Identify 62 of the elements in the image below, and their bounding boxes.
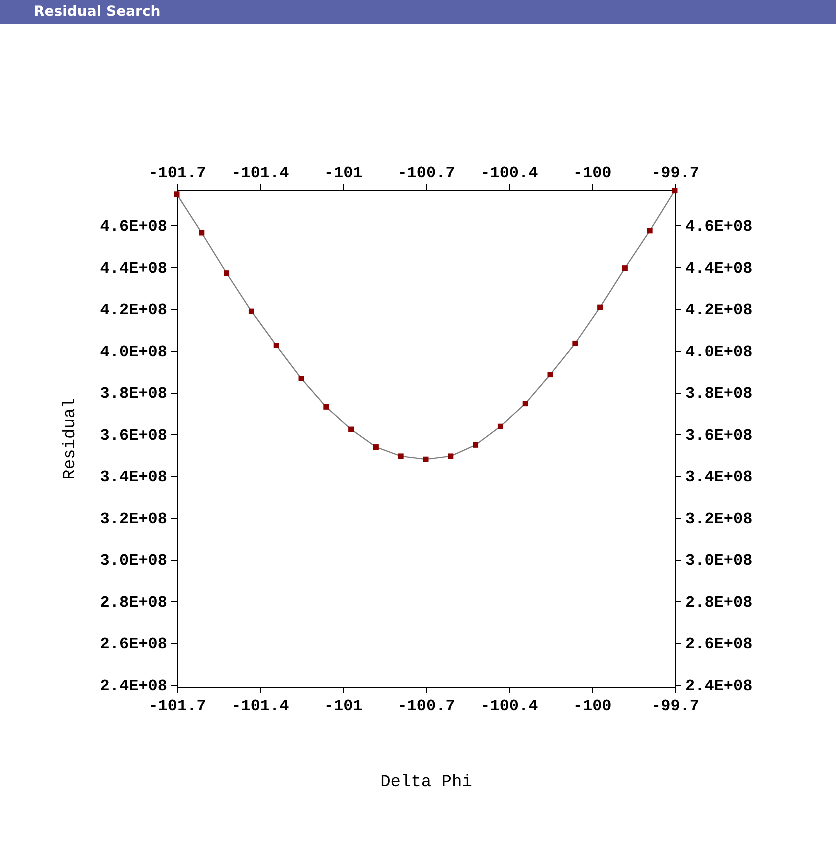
- point: [522, 401, 528, 407]
- y-tick-label: 4.2E+08: [100, 302, 168, 320]
- x2-tick-label: -101.4: [232, 698, 290, 716]
- point: [324, 404, 330, 410]
- y2-tick-label: 3.0E+08: [686, 552, 753, 570]
- x-axis-title: Delta Phi: [380, 774, 472, 792]
- y-axis-title: Residual: [61, 398, 80, 480]
- y-tick-label: 4.6E+08: [100, 218, 168, 236]
- x-tick-label: -101.7: [148, 164, 206, 182]
- y-tick-label: 4.0E+08: [100, 343, 168, 362]
- x2-tick-label: -99.7: [651, 698, 700, 716]
- y-tick-label: 3.6E+08: [100, 426, 168, 445]
- x-tick-label: -100.7: [398, 164, 456, 182]
- point: [498, 424, 504, 430]
- x2-tick-label: -100.4: [480, 698, 539, 716]
- y-tick-label: 2.4E+08: [100, 677, 168, 696]
- point: [672, 188, 678, 194]
- y-tick-label: 4.4E+08: [100, 260, 168, 278]
- point: [373, 444, 379, 450]
- y2-tick-label: 4.4E+08: [686, 260, 753, 278]
- x2-tick-label: -100.7: [398, 698, 456, 716]
- x2-tick-label: -100: [573, 698, 612, 716]
- point: [199, 230, 205, 236]
- x-tick-label: -99.7: [651, 164, 700, 182]
- y2-tick-label: 3.8E+08: [686, 385, 753, 404]
- point: [348, 426, 354, 432]
- x-tick-label: -100.4: [480, 164, 539, 182]
- point: [248, 308, 254, 314]
- point: [274, 343, 280, 349]
- y2-tick-label: 4.2E+08: [686, 302, 753, 320]
- point: [647, 228, 653, 234]
- x-tick-label: -100: [573, 164, 612, 182]
- y2-tick-label: 2.6E+08: [686, 636, 753, 654]
- point: [224, 270, 230, 276]
- point: [548, 372, 554, 378]
- point: [473, 442, 479, 448]
- x-tick-label: -101: [324, 164, 363, 182]
- y2-tick-label: 2.8E+08: [686, 594, 753, 612]
- point: [398, 454, 404, 460]
- point: [598, 304, 604, 310]
- y2-tick-label: 2.4E+08: [686, 677, 753, 696]
- point: [572, 340, 578, 346]
- point: [298, 376, 304, 382]
- y2-tick-label: 3.6E+08: [686, 426, 753, 445]
- y2-tick-label: 3.4E+08: [686, 468, 753, 487]
- point: [423, 456, 429, 462]
- y-tick-label: 3.0E+08: [100, 552, 168, 570]
- x-tick-label: -101.4: [232, 164, 290, 182]
- x2-tick-label: -101: [324, 698, 363, 716]
- y2-tick-label: 4.0E+08: [686, 343, 753, 362]
- y-tick-label: 2.6E+08: [100, 636, 168, 654]
- point: [622, 266, 628, 272]
- x2-tick-label: -101.7: [148, 698, 206, 716]
- y-tick-label: 3.8E+08: [100, 385, 168, 404]
- point: [448, 454, 454, 460]
- y-tick-label: 3.4E+08: [100, 468, 168, 487]
- y-tick-label: 2.8E+08: [100, 594, 168, 612]
- y-tick-label: 3.2E+08: [100, 510, 168, 528]
- chart-title: Residual Search: [0, 0, 836, 24]
- y2-tick-label: 3.2E+08: [686, 510, 753, 528]
- y2-tick-label: 4.6E+08: [686, 218, 753, 236]
- point: [174, 192, 180, 198]
